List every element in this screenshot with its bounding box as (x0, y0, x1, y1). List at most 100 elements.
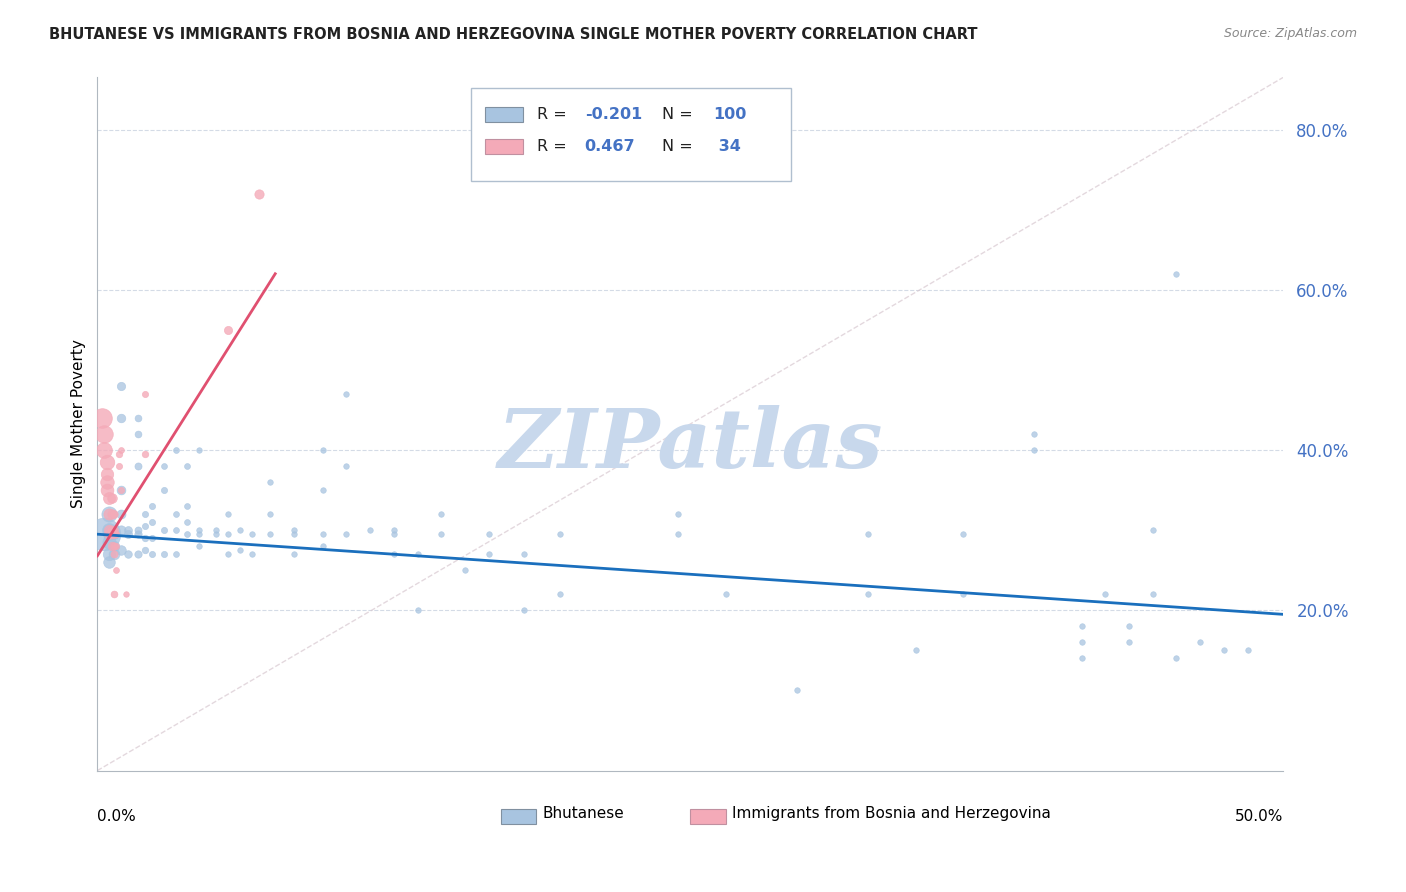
Point (100, 491, 122, 505)
Point (134, 447, 156, 461)
Point (93, 443, 115, 458)
Point (283, 523, 305, 537)
Point (952, 527, 974, 541)
Point (98, 547, 121, 561)
Point (1118, 635, 1140, 649)
Point (103, 527, 125, 541)
Point (93, 427, 115, 442)
Point (103, 523, 125, 537)
Point (382, 523, 405, 537)
Point (141, 547, 163, 561)
Point (454, 563, 477, 577)
Point (283, 527, 305, 541)
Point (93, 527, 115, 541)
Point (217, 547, 239, 561)
Point (107, 459, 129, 474)
Point (103, 507, 125, 521)
Point (141, 515, 163, 529)
Point (96, 475, 118, 489)
Point (188, 523, 211, 537)
Y-axis label: Single Mother Poverty: Single Mother Poverty (72, 340, 86, 508)
Point (117, 527, 139, 541)
Point (548, 527, 571, 541)
Point (176, 527, 198, 541)
Point (127, 523, 149, 537)
Point (152, 547, 174, 561)
Point (110, 543, 132, 558)
Point (548, 587, 571, 601)
Point (103, 587, 125, 601)
Point (127, 459, 149, 474)
Point (152, 523, 174, 537)
Text: R =: R = (537, 139, 572, 154)
Point (217, 507, 239, 521)
Point (105, 563, 128, 577)
Point (513, 603, 536, 617)
Point (103, 547, 125, 561)
Point (100, 527, 122, 541)
Point (406, 603, 429, 617)
Point (259, 527, 281, 541)
Text: -0.201: -0.201 (585, 107, 643, 121)
Point (311, 527, 333, 541)
Point (786, 683, 808, 698)
Point (666, 527, 689, 541)
Point (105, 539, 128, 553)
FancyBboxPatch shape (485, 106, 523, 122)
Point (110, 523, 132, 537)
Point (1022, 443, 1045, 458)
Point (152, 459, 174, 474)
Point (110, 483, 132, 497)
Point (134, 543, 156, 558)
Point (165, 523, 187, 537)
Point (952, 587, 974, 601)
Point (117, 523, 139, 537)
Point (228, 543, 250, 558)
Point (103, 539, 125, 553)
Point (1166, 267, 1188, 281)
Point (382, 547, 405, 561)
Point (96, 467, 118, 482)
Point (98, 507, 121, 521)
Point (127, 411, 149, 425)
Point (98, 535, 121, 549)
FancyBboxPatch shape (501, 809, 536, 824)
Point (406, 547, 429, 561)
Point (359, 523, 381, 537)
Point (856, 527, 879, 541)
Point (1094, 587, 1116, 601)
Point (1070, 651, 1092, 665)
Point (100, 523, 122, 537)
Point (127, 547, 149, 561)
Point (259, 475, 281, 489)
Point (1189, 635, 1212, 649)
Point (1142, 523, 1164, 537)
Point (583, 162, 606, 177)
FancyBboxPatch shape (485, 139, 523, 154)
Point (430, 527, 453, 541)
Point (176, 459, 198, 474)
Point (1142, 587, 1164, 601)
Point (141, 499, 163, 513)
Point (165, 507, 187, 521)
Point (904, 643, 927, 657)
Point (110, 483, 132, 497)
Point (134, 531, 156, 545)
Point (134, 519, 156, 533)
Point (96, 483, 118, 497)
Point (283, 547, 305, 561)
Point (217, 323, 239, 337)
Text: 50.0%: 50.0% (1234, 809, 1284, 823)
Point (176, 515, 198, 529)
Point (103, 539, 125, 553)
Point (103, 527, 125, 541)
Point (107, 447, 129, 461)
Point (110, 507, 132, 521)
Point (98, 527, 121, 541)
Point (714, 587, 737, 601)
Point (1070, 619, 1092, 633)
Point (98, 523, 121, 537)
Point (127, 427, 149, 442)
Point (240, 527, 263, 541)
Point (478, 527, 501, 541)
